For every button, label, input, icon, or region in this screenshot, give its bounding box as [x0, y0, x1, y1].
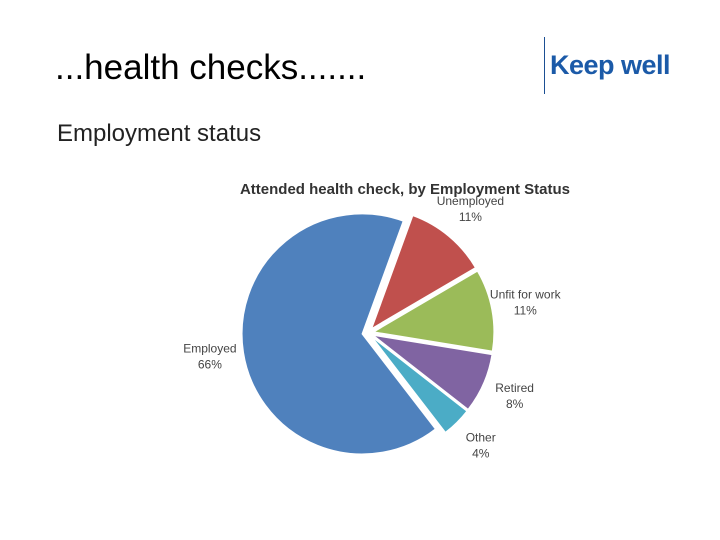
slice-category-label: Unfit for work: [490, 288, 562, 302]
pie-slice: [371, 336, 468, 434]
pie-slice: [241, 213, 436, 455]
slice-value-label: 8%: [506, 397, 524, 411]
slice-category-label: Other: [466, 431, 496, 445]
slice-category-label: Unemployed: [437, 194, 504, 208]
slice-category-label: Employed: [183, 342, 236, 356]
logo: Keep well: [544, 37, 671, 94]
slice-value-label: 11%: [514, 304, 537, 318]
slide-title: ...health checks.......: [55, 48, 367, 87]
slice-value-label: 4%: [472, 447, 490, 461]
pie-slice: [373, 334, 493, 410]
pie-slice: [372, 270, 495, 352]
slice-value-label: 66%: [198, 358, 222, 372]
slice-value-label: 11%: [459, 210, 482, 224]
pie-slice: [370, 214, 477, 330]
slide-subtitle: Employment status: [57, 120, 262, 147]
chart-title: Attended health check, by Employment Sta…: [240, 181, 570, 198]
slice-category-label: Retired: [495, 381, 534, 395]
